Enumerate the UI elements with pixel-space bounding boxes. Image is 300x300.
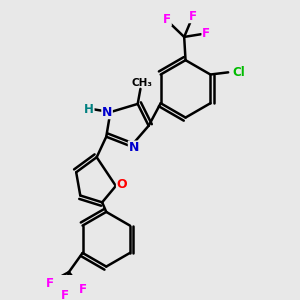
- Text: N: N: [128, 141, 139, 154]
- Text: F: F: [202, 27, 210, 40]
- Text: F: F: [163, 13, 171, 26]
- Text: H: H: [84, 103, 94, 116]
- Text: Cl: Cl: [233, 66, 245, 79]
- Text: N: N: [102, 106, 112, 118]
- Text: O: O: [116, 178, 127, 191]
- Text: F: F: [79, 283, 87, 296]
- Text: F: F: [188, 10, 196, 23]
- Text: F: F: [46, 277, 54, 290]
- Text: CH₃: CH₃: [131, 78, 152, 88]
- Text: F: F: [61, 289, 69, 300]
